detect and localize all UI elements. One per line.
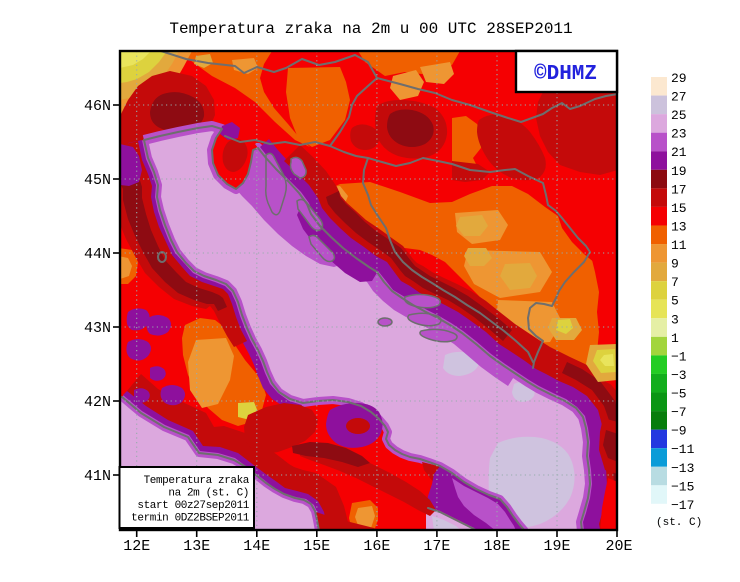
- svg-text:17E: 17E: [423, 538, 450, 555]
- svg-text:14E: 14E: [243, 538, 270, 555]
- svg-text:1: 1: [671, 331, 679, 346]
- svg-text:13E: 13E: [183, 538, 210, 555]
- svg-text:19: 19: [671, 164, 687, 179]
- svg-text:−17: −17: [671, 498, 694, 513]
- svg-text:16E: 16E: [363, 538, 390, 555]
- svg-text:termin 0DZ2BSEP2011: termin 0DZ2BSEP2011: [131, 513, 250, 525]
- svg-text:9: 9: [671, 257, 679, 272]
- svg-text:Temperatura zraka na 2m u 00 U: Temperatura zraka na 2m u 00 UTC 28SEP20…: [169, 20, 572, 38]
- svg-text:18E: 18E: [483, 538, 510, 555]
- svg-text:43N: 43N: [84, 320, 111, 337]
- svg-text:(st. C): (st. C): [656, 517, 702, 529]
- svg-text:−7: −7: [671, 405, 687, 420]
- svg-text:21: 21: [671, 145, 687, 160]
- svg-text:−11: −11: [671, 442, 695, 457]
- svg-text:start 00z27sep2011: start 00z27sep2011: [137, 500, 249, 512]
- svg-text:13: 13: [671, 220, 687, 235]
- svg-text:−3: −3: [671, 368, 687, 383]
- svg-text:−5: −5: [671, 387, 687, 402]
- svg-text:−15: −15: [671, 479, 694, 494]
- svg-text:29: 29: [671, 71, 687, 86]
- svg-text:Temperatura zraka: Temperatura zraka: [144, 475, 250, 487]
- svg-text:©DHMZ: ©DHMZ: [534, 63, 597, 86]
- svg-text:−9: −9: [671, 424, 687, 439]
- svg-text:3: 3: [671, 312, 679, 327]
- svg-text:11: 11: [671, 238, 687, 253]
- svg-text:19E: 19E: [543, 538, 570, 555]
- svg-text:5: 5: [671, 294, 679, 309]
- svg-text:−13: −13: [671, 461, 694, 476]
- svg-text:7: 7: [671, 275, 679, 290]
- svg-text:23: 23: [671, 127, 687, 142]
- svg-text:27: 27: [671, 90, 687, 105]
- svg-text:−1: −1: [671, 349, 687, 364]
- svg-text:12E: 12E: [123, 538, 150, 555]
- svg-text:45N: 45N: [84, 172, 111, 189]
- svg-text:20E: 20E: [605, 538, 632, 555]
- svg-text:41N: 41N: [84, 468, 111, 485]
- svg-text:15E: 15E: [303, 538, 330, 555]
- svg-text:17: 17: [671, 182, 687, 197]
- svg-text:15: 15: [671, 201, 687, 216]
- svg-text:46N: 46N: [84, 98, 111, 115]
- svg-text:na 2m (st. C): na 2m (st. C): [168, 488, 249, 500]
- svg-text:25: 25: [671, 108, 687, 123]
- svg-text:42N: 42N: [84, 394, 111, 411]
- svg-text:44N: 44N: [84, 246, 111, 263]
